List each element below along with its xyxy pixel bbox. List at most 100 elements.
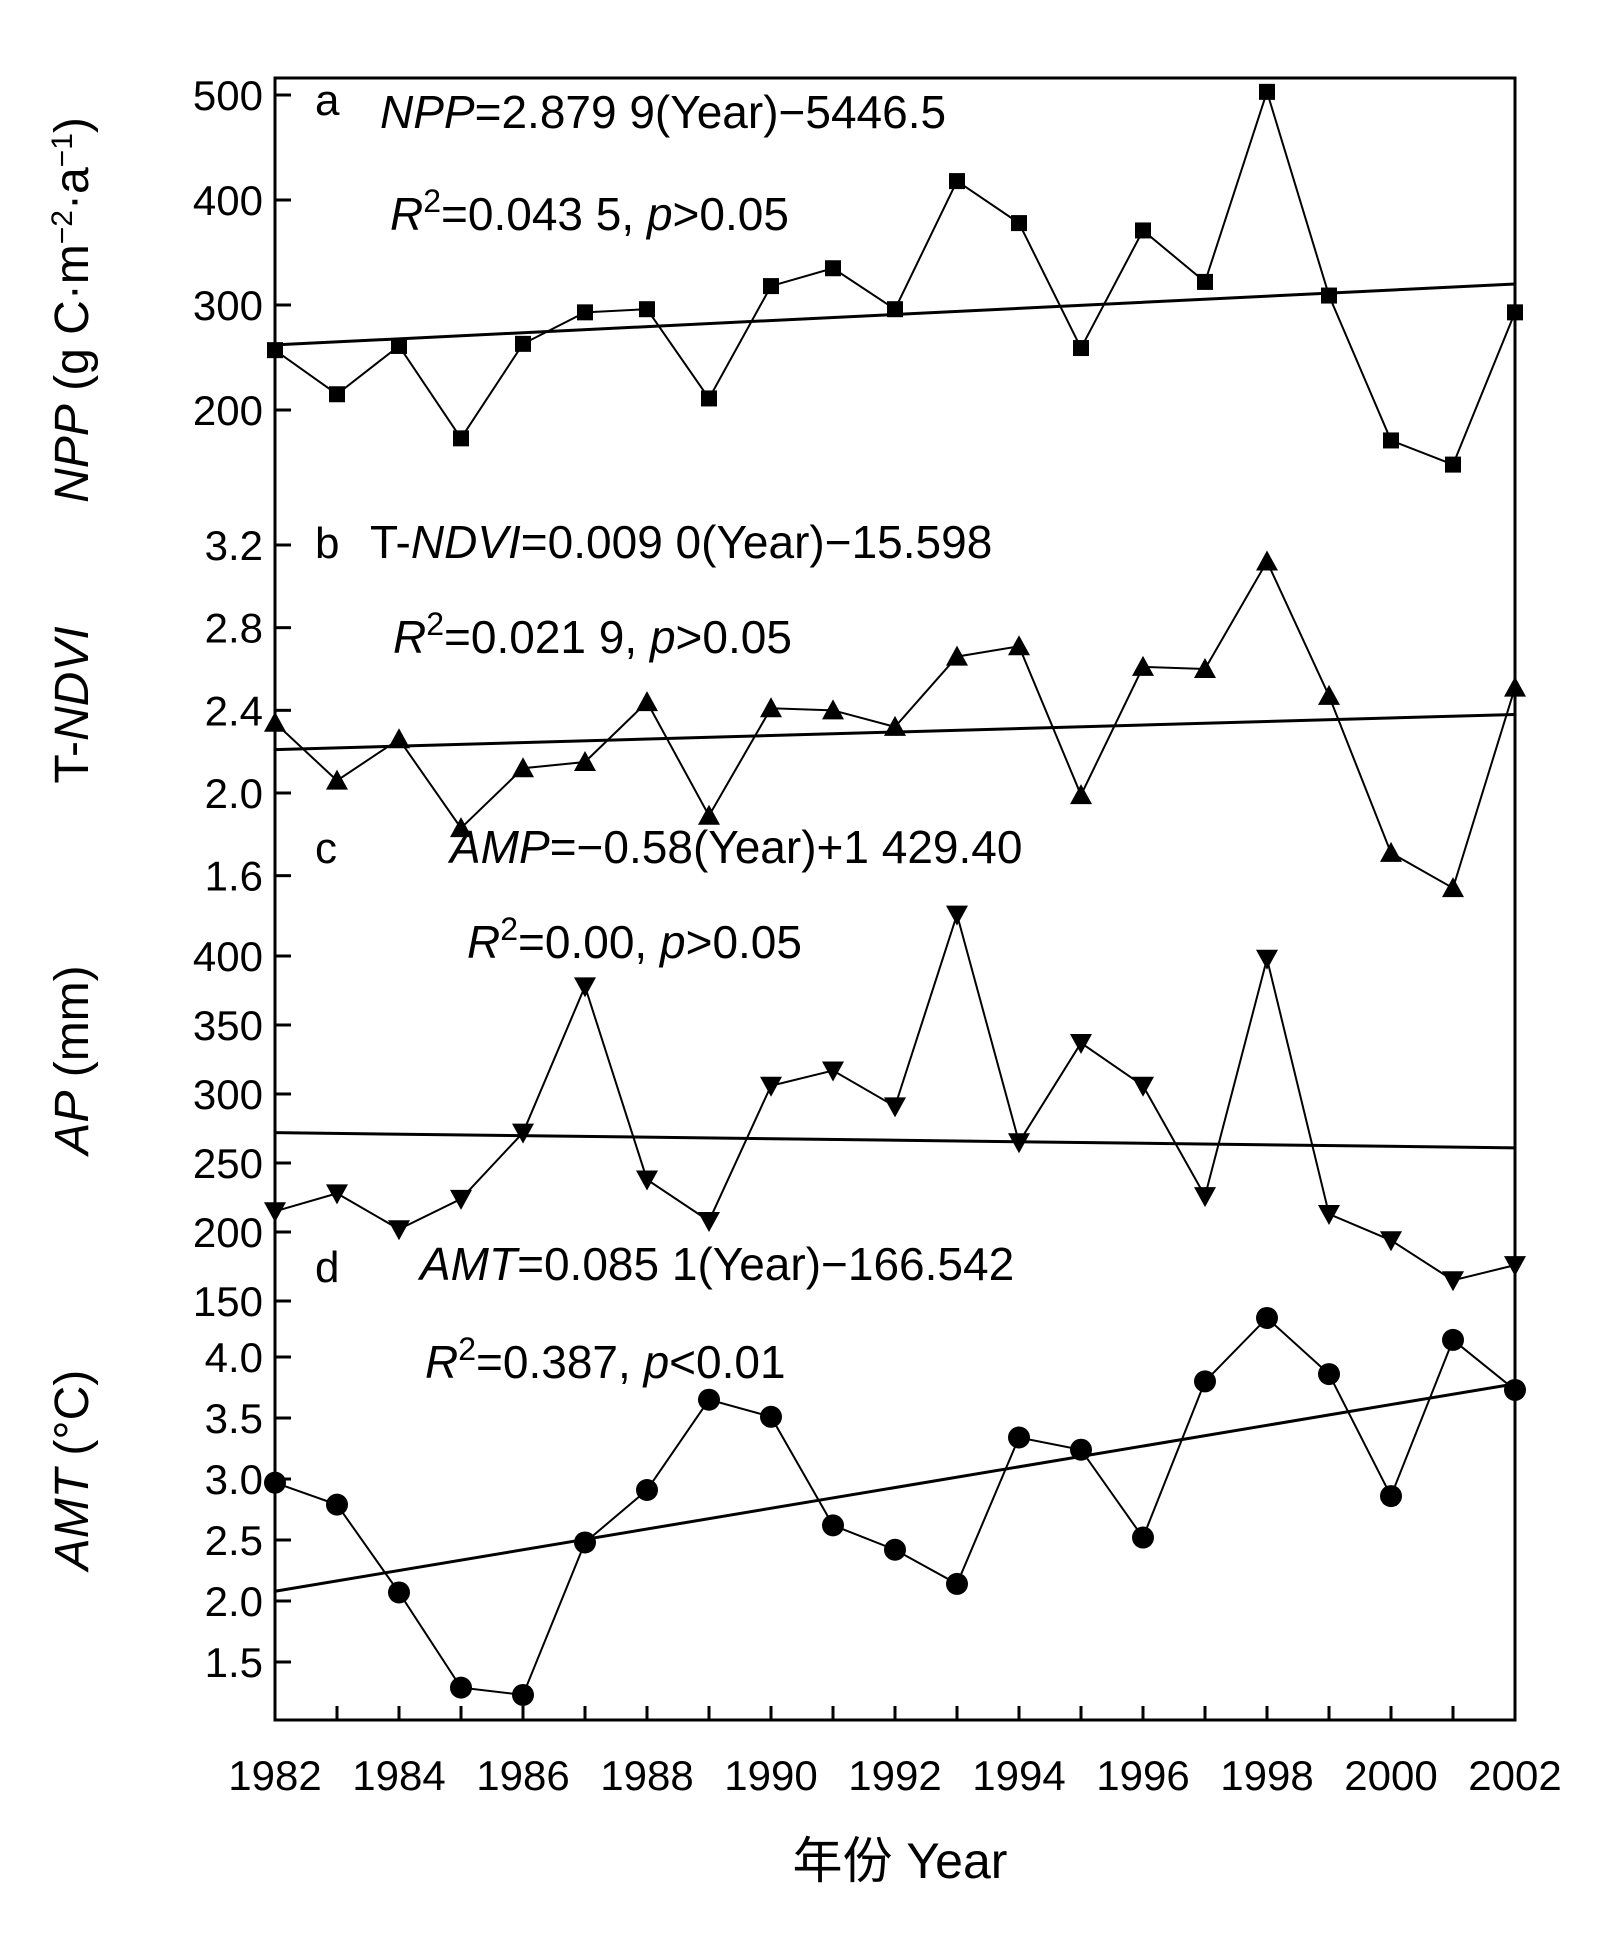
- data-point-d-2001: [1442, 1328, 1464, 1351]
- regression-stats-b: R2=0.021 9, p>0.05: [393, 606, 792, 663]
- y-axis-label-variable: AMT: [46, 1465, 99, 1573]
- regression-equation-d: AMT=0.085 1(Year)−166.542: [417, 1238, 1014, 1290]
- data-point-c-2000: [1380, 1231, 1402, 1252]
- panel-c: 150 200 250 300 350 400 AP (mm) c AMP=−0.58(Year…: [46, 821, 1526, 1325]
- data-point-d-1996: [1132, 1526, 1154, 1549]
- stats-r-exponent: 2: [423, 183, 441, 219]
- stats-p-symbol: p: [658, 916, 686, 968]
- y-axis-label-unit: (mm): [46, 965, 99, 1090]
- data-point-d-1993: [946, 1572, 968, 1595]
- plot-frame: [273, 76, 1517, 1722]
- stats-r2-value: =0.021 9,: [444, 611, 650, 663]
- y-tick-label: 400: [193, 933, 263, 980]
- x-tick-label: 1996: [1096, 1752, 1189, 1799]
- data-point-d-1985: [450, 1676, 472, 1699]
- data-point-d-1991: [822, 1514, 844, 1537]
- data-point-c-1997: [1194, 1187, 1216, 1208]
- data-point-d-1988: [636, 1478, 658, 1501]
- data-point-b-1983: [326, 769, 348, 790]
- equation-expression: =2.879 9(Year)−5446.5: [475, 86, 946, 138]
- y-axis-label-c: AP (mm): [46, 965, 99, 1157]
- data-point-b-1999: [1318, 684, 1340, 705]
- y-tick-label: 3.2: [205, 522, 263, 569]
- data-point-a-1998: [1259, 83, 1275, 100]
- data-point-b-1997: [1194, 658, 1216, 678]
- panel-label-a: a: [315, 76, 340, 125]
- y-axis-label-unit-part: ·a: [46, 167, 99, 210]
- stats-r2-value: =0.387,: [476, 1336, 644, 1388]
- data-point-b-1988: [636, 691, 658, 712]
- trend-line-c: [274, 1131, 1516, 1150]
- data-point-c-1989: [698, 1211, 720, 1232]
- panel-label-b: b: [315, 519, 339, 568]
- y-tick-label: 1.5: [205, 1639, 263, 1686]
- y-axis-label-exponent: −2: [46, 210, 79, 244]
- data-point-a-1991: [825, 260, 841, 277]
- regression-equation-b: T-NDVI=0.009 0(Year)−15.598: [370, 516, 992, 568]
- y-axis-label-close: ): [46, 117, 99, 133]
- trend-line-d: [274, 1382, 1516, 1593]
- y-axis-label-b: T-NDVI: [46, 626, 99, 783]
- data-point-b-1994: [1008, 635, 1030, 656]
- data-point-a-1994: [1011, 215, 1027, 232]
- stats-r-exponent: 2: [458, 1331, 476, 1367]
- data-point-b-1985: [450, 817, 472, 838]
- data-point-a-1988: [639, 301, 655, 318]
- data-point-c-1993: [946, 905, 968, 926]
- data-point-a-1989: [701, 390, 717, 407]
- data-point-b-1995: [1070, 784, 1092, 805]
- equation-variable: NDVI: [411, 516, 521, 568]
- data-point-a-1985: [453, 430, 469, 447]
- y-axis-label-variable: AP: [46, 1091, 99, 1158]
- stats-p-symbol: p: [648, 611, 676, 663]
- data-point-b-1993: [946, 645, 968, 666]
- equation-variable: AMT: [417, 1238, 520, 1290]
- data-point-c-2002: [1504, 1256, 1526, 1277]
- x-axis-label: 年份 Year: [793, 1833, 1008, 1889]
- data-point-d-1989: [698, 1388, 720, 1411]
- data-point-c-2001: [1442, 1271, 1464, 1292]
- data-point-b-2002: [1504, 676, 1526, 697]
- regression-stats-c: R2=0.00, p>0.05: [467, 911, 802, 968]
- data-point-a-1987: [577, 304, 593, 321]
- data-point-a-1982: [267, 342, 283, 359]
- data-point-d-1982: [264, 1471, 286, 1494]
- data-point-c-1999: [1318, 1205, 1340, 1226]
- y-tick-label: 3.5: [205, 1395, 263, 1442]
- regression-equation-c: AMP=−0.58(Year)+1 429.40: [447, 821, 1022, 873]
- data-point-b-1996: [1132, 655, 1154, 676]
- y-tick-label: 1.6: [205, 853, 263, 900]
- data-point-a-2000: [1383, 432, 1399, 449]
- data-point-d-2000: [1380, 1485, 1402, 1508]
- equation-expression: =0.085 1(Year)−166.542: [517, 1238, 1014, 1290]
- y-tick-label: 500: [193, 72, 263, 119]
- stats-r-exponent: 2: [500, 911, 518, 947]
- equation-expression: =0.009 0(Year)−15.598: [521, 516, 992, 568]
- x-tick-label: 2000: [1344, 1752, 1437, 1799]
- x-tick-label: 1990: [724, 1752, 817, 1799]
- y-axis-label-prefix: T-: [46, 741, 99, 784]
- panel-label-d: d: [315, 1243, 339, 1292]
- y-axis-label-variable: NDVI: [46, 626, 99, 741]
- data-point-c-1998: [1256, 949, 1278, 970]
- data-point-a-1996: [1135, 222, 1151, 239]
- stats-p-value: >0.05: [686, 916, 802, 968]
- y-tick-label: 300: [193, 282, 263, 329]
- y-tick-label: 2.5: [205, 1517, 263, 1564]
- y-tick-label: 250: [193, 1140, 263, 1187]
- y-axis-label-variable: NPP: [46, 404, 99, 503]
- y-axis-label-unit: (g C·m: [46, 244, 99, 404]
- data-point-d-1984: [388, 1581, 410, 1604]
- data-point-a-1999: [1321, 287, 1337, 304]
- data-point-b-1989: [698, 804, 720, 825]
- plot-border: [273, 76, 1517, 1722]
- data-point-c-1984: [388, 1220, 410, 1241]
- y-tick-label: 300: [193, 1071, 263, 1118]
- data-point-b-1986: [512, 757, 534, 778]
- data-point-c-1986: [512, 1123, 534, 1144]
- stats-p-symbol: p: [642, 1336, 670, 1388]
